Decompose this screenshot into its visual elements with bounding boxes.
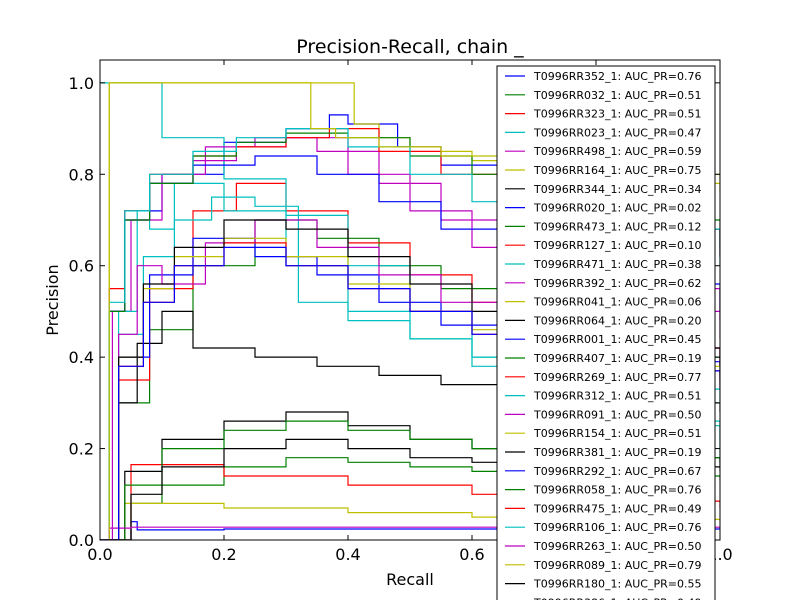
legend-label-24: T0996RR106_1: AUC_PR=0.76: [533, 521, 701, 534]
legend-label-12: T0996RR041_1: AUC_PR=0.06: [533, 296, 701, 309]
legend-label-8: T0996RR473_1: AUC_PR=0.12: [533, 220, 701, 233]
legend-label-6: T0996RR344_1: AUC_PR=0.34: [533, 183, 701, 196]
y-tick-label: 0.2: [69, 440, 94, 459]
y-tick-label: 0.4: [69, 348, 94, 367]
legend-label-27: T0996RR180_1: AUC_PR=0.55: [533, 578, 701, 591]
legend-label-26: T0996RR089_1: AUC_PR=0.79: [533, 559, 701, 572]
legend-label-23: T0996RR475_1: AUC_PR=0.49: [533, 502, 701, 515]
legend-label-4: T0996RR498_1: AUC_PR=0.59: [533, 145, 701, 158]
legend-label-2: T0996RR323_1: AUC_PR=0.51: [533, 108, 701, 121]
y-tick-label: 0.6: [69, 257, 94, 276]
chart-title: Precision-Recall, chain _: [296, 36, 524, 58]
legend-label-28: T0996RR386_1: AUC_PR=0.49: [533, 596, 701, 600]
legend-label-18: T0996RR091_1: AUC_PR=0.50: [533, 408, 701, 421]
legend-label-20: T0996RR381_1: AUC_PR=0.19: [533, 446, 701, 459]
legend-label-22: T0996RR058_1: AUC_PR=0.76: [533, 484, 701, 497]
legend: T0996RR352_1: AUC_PR=0.76 T0996RR032_1: A…: [496, 65, 716, 600]
legend-label-0: T0996RR352_1: AUC_PR=0.76: [533, 70, 701, 83]
legend-label-14: T0996RR001_1: AUC_PR=0.45: [533, 333, 701, 346]
legend-label-13: T0996RR064_1: AUC_PR=0.20: [533, 314, 701, 327]
plot-frame: [99, 59, 721, 541]
legend-label-5: T0996RR164_1: AUC_PR=0.75: [533, 164, 701, 177]
x-tick-label: 0.0: [87, 545, 112, 564]
legend-label-17: T0996RR312_1: AUC_PR=0.51: [533, 390, 701, 403]
x-tick-label: 0.4: [335, 545, 360, 564]
y-axis-label: Precision: [43, 264, 62, 335]
legend-label-25: T0996RR263_1: AUC_PR=0.50: [533, 540, 701, 553]
legend-box: [496, 65, 716, 600]
legend-label-21: T0996RR292_1: AUC_PR=0.67: [533, 465, 701, 478]
y-tick-label: 0.8: [69, 165, 94, 184]
legend-label-3: T0996RR023_1: AUC_PR=0.47: [533, 126, 701, 139]
x-tick-label: 0.6: [459, 545, 484, 564]
x-axis-label: Recall: [386, 570, 434, 589]
legend-label-9: T0996RR127_1: AUC_PR=0.10: [533, 239, 701, 252]
legend-label-11: T0996RR392_1: AUC_PR=0.62: [533, 277, 701, 290]
y-ticks: 0.0 0.2 0.4 0.6 0.8 1.0: [69, 74, 720, 550]
x-tick-label: 0.2: [211, 545, 236, 564]
legend-label-16: T0996RR269_1: AUC_PR=0.77: [533, 371, 701, 384]
legend-label-7: T0996RR020_1: AUC_PR=0.02: [533, 202, 701, 215]
legend-label-10: T0996RR471_1: AUC_PR=0.38: [533, 258, 701, 271]
y-tick-label: 1.0: [69, 74, 94, 93]
y-tick-label: 0.0: [69, 531, 94, 550]
legend-label-19: T0996RR154_1: AUC_PR=0.51: [533, 427, 701, 440]
legend-label-1: T0996RR032_1: AUC_PR=0.51: [533, 89, 701, 102]
legend-label-15: T0996RR407_1: AUC_PR=0.19: [533, 352, 701, 365]
